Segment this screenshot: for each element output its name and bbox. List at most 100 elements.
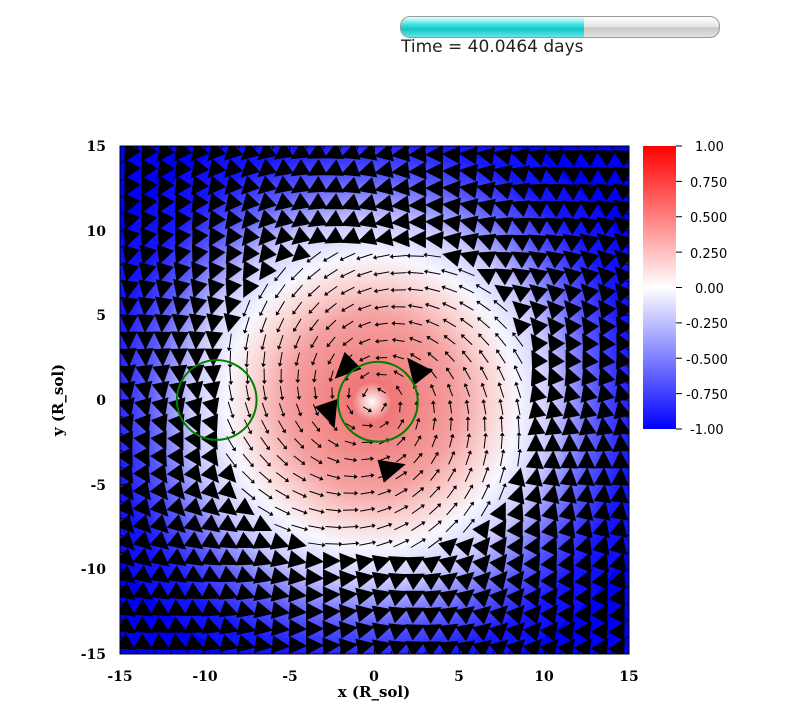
y-tick-label: -10 [81, 562, 107, 578]
vector-arrow [374, 160, 394, 179]
vector-arrow [427, 271, 441, 275]
vector-arrow [260, 346, 266, 351]
vector-arrow [120, 413, 134, 434]
vector-arrow [357, 227, 378, 246]
vector-arrow [149, 480, 168, 501]
vector-arrow [405, 538, 410, 544]
vector-arrow [410, 288, 424, 292]
vector-arrow [548, 349, 565, 370]
vector-arrow [149, 548, 170, 567]
vector-arrow [581, 316, 600, 337]
vector-arrow [596, 399, 615, 420]
vector-arrow [557, 586, 575, 608]
vector-arrow [476, 268, 497, 286]
vector-arrow [123, 146, 141, 163]
vector-arrow [574, 638, 592, 654]
vector-arrow [382, 402, 387, 407]
vector-arrow [401, 436, 406, 441]
vector-arrow [291, 507, 305, 513]
vector-arrow [346, 405, 352, 412]
vector-arrow [235, 548, 256, 566]
vector-arrow [224, 209, 243, 230]
vector-arrow [468, 467, 473, 472]
vector-arrow [463, 383, 469, 388]
vector-arrow [510, 251, 532, 269]
vector-arrow [446, 383, 452, 388]
vector-arrow [303, 510, 308, 515]
vector-arrow [227, 364, 233, 369]
vector-arrow [153, 331, 172, 350]
vector-arrow [562, 217, 583, 235]
vector-arrow [595, 433, 614, 452]
vector-arrow [524, 501, 542, 522]
vector-arrow [415, 421, 419, 430]
vector-arrow [231, 447, 236, 452]
vector-arrow [201, 616, 222, 634]
vector-arrow [306, 619, 325, 638]
vector-arrow [156, 261, 174, 282]
x-tick-label: -10 [192, 669, 218, 685]
vector-arrow [377, 507, 389, 513]
vector-arrow [327, 457, 337, 462]
vector-arrow [326, 285, 338, 294]
vector-arrow [363, 388, 369, 395]
vector-arrow [344, 458, 354, 461]
vector-arrow [432, 417, 438, 422]
vector-arrow [391, 320, 396, 326]
vector-arrow [311, 378, 317, 383]
vector-arrow [387, 505, 392, 511]
vector-arrow [528, 251, 549, 269]
vector-arrow [362, 393, 367, 398]
vector-arrow [472, 536, 491, 557]
vector-arrow [466, 436, 470, 449]
vector-arrow [510, 148, 530, 166]
vector-arrow [158, 193, 175, 214]
vector-arrow [132, 548, 153, 567]
vector-arrow [574, 621, 592, 642]
object-circle [175, 359, 258, 441]
vector-arrow [427, 287, 441, 292]
vector-arrow [253, 583, 273, 602]
vector-arrow [173, 146, 192, 162]
vector-arrow [379, 373, 387, 376]
vector-arrow [458, 180, 479, 199]
vector-arrow [236, 617, 256, 636]
vector-arrow [377, 305, 389, 309]
x-tick-label: 10 [534, 669, 554, 685]
vector-arrow [498, 415, 504, 420]
vector-arrow [323, 146, 344, 160]
vector-arrow [544, 184, 565, 201]
vector-arrow [258, 471, 270, 481]
vector-arrow [360, 491, 372, 495]
vector-arrow [557, 569, 574, 590]
vector-arrow [608, 620, 625, 641]
colorbar-gradient [643, 146, 676, 429]
vector-arrow [380, 405, 386, 412]
vector-arrow [472, 622, 492, 642]
vector-arrow [500, 435, 503, 449]
vector-arrow [207, 278, 225, 299]
vector-arrow [496, 318, 508, 330]
vector-arrow [149, 514, 169, 534]
vector-arrow [141, 176, 158, 197]
vector-arrow [302, 493, 307, 498]
vector-arrow [393, 370, 398, 375]
vector-arrow [462, 319, 474, 328]
vector-arrow [308, 508, 322, 513]
vector-arrow [449, 403, 453, 414]
vector-arrow [493, 300, 498, 305]
vector-arrow [357, 177, 378, 195]
vector-arrow [371, 639, 392, 654]
vector-arrow [372, 540, 377, 546]
vector-arrow [476, 198, 496, 217]
vector-arrow [376, 254, 390, 258]
vector-arrow [527, 234, 549, 252]
vector-arrow [613, 183, 629, 201]
vector-arrow [547, 366, 565, 387]
vector-arrow [564, 316, 583, 337]
vector-arrow [309, 473, 321, 479]
vector-arrow [124, 159, 141, 180]
vector-arrow [464, 487, 472, 499]
vector-arrow [547, 333, 566, 354]
vector-arrow [393, 272, 407, 274]
